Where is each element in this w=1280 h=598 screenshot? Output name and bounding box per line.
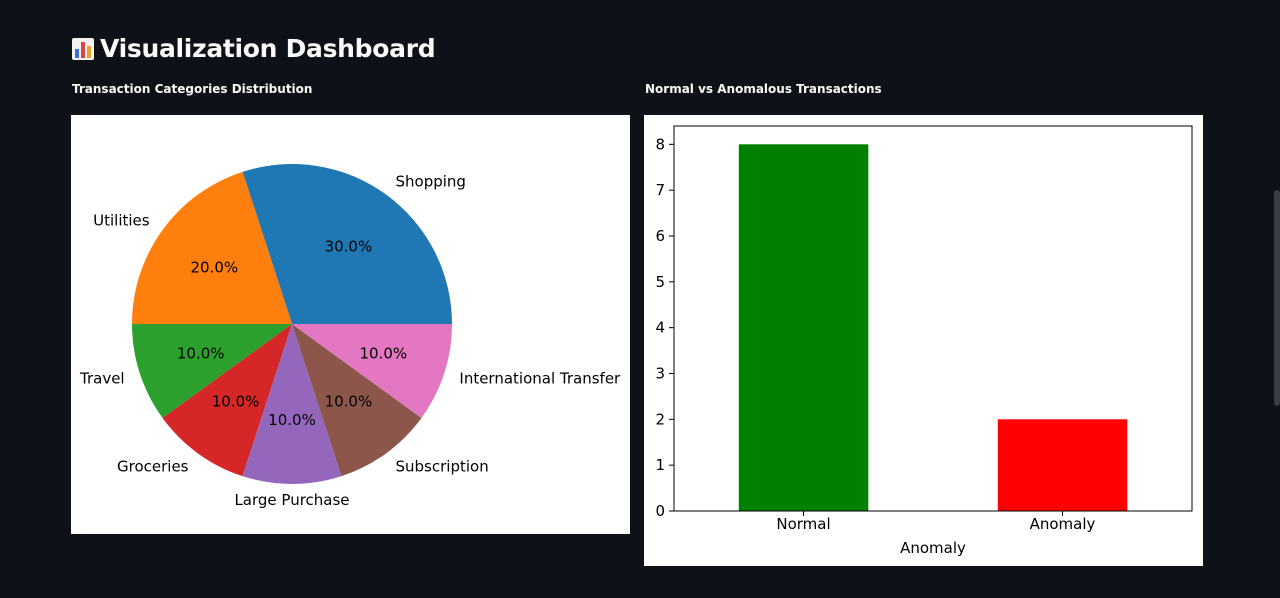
pie-pct-label-subscription: 10.0% (325, 393, 373, 411)
x-tick-label-normal: Normal (776, 515, 830, 533)
pie-slice-international-transfer (292, 324, 452, 419)
bar-section-title: Normal vs Anomalous Transactions (645, 82, 882, 96)
y-tick-label-1: 1 (655, 456, 665, 474)
pie-category-label-groceries: Groceries (117, 457, 189, 475)
y-tick-label-7: 7 (655, 181, 665, 199)
bar-chart-panel: Normal Anomaly 0 1 2 3 4 5 6 7 8 Anomaly (644, 115, 1203, 566)
pie-category-label-large-purchase: Large Purchase (234, 491, 349, 509)
y-tick-label-5: 5 (655, 273, 665, 291)
y-tick-label-2: 2 (655, 410, 665, 428)
bar-chart-icon (72, 38, 94, 60)
bar-chart: Normal Anomaly 0 1 2 3 4 5 6 7 8 Anomaly (655, 125, 1193, 557)
x-tick-label-anomaly: Anomaly (1030, 515, 1096, 533)
pie-pct-label-shopping: 30.0% (325, 237, 373, 255)
pie-section-title: Transaction Categories Distribution (72, 82, 313, 96)
pie-pct-label-travel: 10.0% (177, 345, 225, 363)
page-scrollbar[interactable] (1274, 190, 1280, 406)
page-title-text: Visualization Dashboard (100, 34, 436, 63)
pie-category-label-subscription: Subscription (396, 457, 489, 475)
pie-slice-travel (132, 324, 292, 419)
y-tick-label-3: 3 (655, 365, 665, 383)
pie-slice-subscription (292, 324, 422, 477)
y-tick-label-0: 0 (655, 502, 665, 520)
pie-slice-shopping (242, 163, 452, 324)
pie-chart-panel: 30.0% Shopping 20.0% Utilities 10.0% Travel 10… (71, 115, 630, 534)
pie-category-label-utilities: Utilities (93, 212, 150, 230)
y-tick-label-6: 6 (655, 227, 665, 245)
pie-category-label-travel: Travel (79, 369, 125, 387)
plot-frame (673, 125, 1193, 512)
pie-pct-label-large-purchase: 10.0% (268, 411, 316, 429)
y-tick-label-8: 8 (655, 135, 665, 153)
pie-pct-label-utilities: 20.0% (190, 259, 238, 277)
y-tick-label-4: 4 (655, 319, 665, 337)
pie-slice-groceries (162, 324, 292, 477)
bar-normal (738, 144, 869, 512)
x-axis-label: Anomaly (900, 539, 966, 557)
pie-slice-large-purchase (242, 324, 342, 485)
pie-pct-label-groceries: 10.0% (212, 393, 260, 411)
pie-category-label-shopping: Shopping (396, 173, 466, 191)
pie-category-label-international-transfer: International Transfer (459, 369, 621, 387)
pie-slice-utilities (132, 171, 292, 324)
pie-chart: 30.0% Shopping 20.0% Utilities 10.0% Travel 10… (79, 163, 621, 509)
bar-anomaly (997, 419, 1128, 511)
pie-pct-label-international-transfer: 10.0% (359, 345, 407, 363)
page-title: Visualization Dashboard (72, 30, 436, 68)
